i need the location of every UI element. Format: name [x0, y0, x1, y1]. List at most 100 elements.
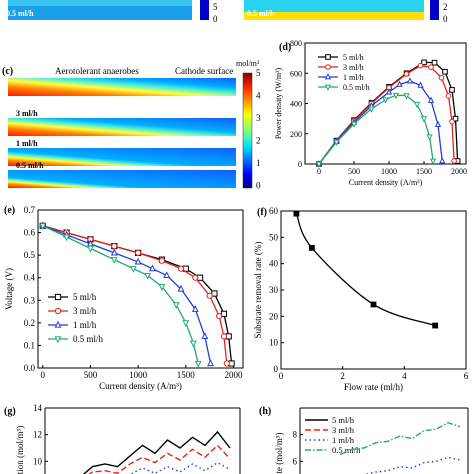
- data-point: [413, 101, 421, 109]
- contour-strip: [8, 170, 236, 188]
- data-point: [315, 161, 323, 168]
- top-tick-left-5: 5: [213, 2, 218, 12]
- y-tick-label: 0: [298, 160, 302, 169]
- plot-frame: [280, 210, 467, 370]
- data-point: [420, 116, 428, 123]
- colorbar-tick: 3: [256, 113, 261, 123]
- x-tick-label: 2000: [224, 370, 243, 380]
- data-point: [216, 312, 223, 320]
- strip-label: 0.5 ml/h: [16, 161, 44, 170]
- data-point: [392, 92, 400, 100]
- x-axis-label: Flow rate (ml/h): [344, 382, 403, 392]
- y-tick-label: 20: [269, 311, 279, 321]
- panel-h: (h) 6 8 ate (mol/m³) 5 ml/h3 ml/h1 ml/h0.5 …: [259, 406, 469, 474]
- data-point: [220, 310, 228, 317]
- x-tick-label: 500: [348, 167, 360, 176]
- top-tick-right-2: 2: [443, 2, 448, 12]
- y-axis-label: ate (mol/m³): [274, 433, 284, 474]
- plot-frame: [37, 209, 244, 369]
- colorbar-tick: 2: [256, 136, 261, 146]
- x-tick-label: 4: [402, 371, 407, 381]
- y-tick-label: 6: [293, 456, 298, 466]
- panel-e: (e) 0 500 1000 1500 2000 0.0 0.1 0.2 0.3 0.4 0.5 0.…: [4, 205, 244, 391]
- y-tick-label: 10: [269, 338, 279, 348]
- y-tick-label: 0.6: [24, 228, 36, 238]
- y-tick-label: 50: [269, 232, 279, 242]
- data-point: [325, 54, 331, 60]
- y-axis-label: Substrate removal rate (%): [253, 242, 263, 339]
- data-point: [324, 73, 332, 80]
- data-point: [191, 305, 199, 312]
- contour-strip: [8, 118, 236, 136]
- data-point: [431, 59, 438, 66]
- top-tick-left-0: 0: [213, 14, 218, 24]
- top-strip-right-label: 0.5 ml/h: [247, 9, 275, 18]
- panel-label-f: (f): [257, 207, 267, 218]
- legend-entry: 0.5 ml/h: [343, 83, 370, 92]
- data-point: [163, 271, 171, 279]
- y-tick-label: 0.0: [24, 363, 36, 373]
- data-point: [293, 210, 300, 217]
- data-point: [451, 158, 457, 164]
- y-tick-label: 0.4: [24, 273, 36, 283]
- series-line: [363, 456, 461, 474]
- y-tick-label: 200: [290, 130, 302, 139]
- data-point: [442, 68, 448, 75]
- x-tick-label: 0: [317, 167, 321, 176]
- y-tick-label: 12: [33, 430, 42, 440]
- top-tick-right-0: 0: [443, 14, 448, 24]
- data-point: [429, 158, 437, 165]
- data-point: [110, 248, 118, 256]
- top-strip: 0.5 ml/h 5 0 0.5 ml/h 2 0: [6, 0, 448, 24]
- contour-strip: [8, 148, 236, 166]
- series-line: [88, 444, 231, 474]
- x-tick-label: 500: [84, 370, 98, 380]
- x-tick-label: 6: [464, 371, 469, 381]
- series-line: [339, 421, 461, 456]
- data-point: [223, 360, 230, 367]
- data-point: [194, 360, 202, 368]
- contour-title-right: Cathode surface: [175, 66, 233, 76]
- x-tick-label: 0: [279, 371, 284, 381]
- series-line: [318, 65, 455, 165]
- y-axis-label: ation (mol/m³): [15, 426, 25, 474]
- legend-entry: 3 ml/h: [332, 425, 355, 435]
- legend-entry: 5 ml/h: [73, 292, 97, 302]
- data-point: [110, 257, 118, 264]
- legend-entry: 0.5 ml/h: [73, 334, 104, 344]
- colorbar-tick: 5: [256, 68, 261, 78]
- data-point: [452, 115, 459, 122]
- data-point: [111, 243, 118, 250]
- series-line: [42, 225, 199, 364]
- data-point: [308, 244, 315, 251]
- data-point: [417, 62, 424, 69]
- x-axis-label: Current density (A/m³): [349, 178, 423, 187]
- data-point: [177, 284, 185, 292]
- data-point: [54, 307, 62, 315]
- y-tick-label: 30: [269, 285, 279, 295]
- data-point: [158, 284, 166, 291]
- data-point: [144, 272, 152, 280]
- panel-label-e: (e): [4, 205, 15, 216]
- y-tick-label: 0.2: [24, 318, 35, 328]
- data-point: [158, 257, 166, 264]
- panel-label-g: (g): [4, 406, 16, 417]
- contour-unit: mol/m³: [236, 59, 260, 68]
- data-point: [370, 301, 377, 308]
- data-point: [63, 234, 71, 242]
- series-line: [42, 225, 228, 364]
- x-tick-label: 0: [41, 370, 46, 380]
- data-point: [434, 120, 442, 128]
- y-axis-label: Power density (W/m³): [274, 68, 283, 140]
- data-point: [382, 97, 389, 104]
- y-axis-label: Voltage (V): [4, 268, 14, 310]
- data-point: [206, 292, 213, 299]
- panel-label-c: (c): [2, 66, 13, 77]
- data-point: [177, 265, 185, 272]
- x-tick-label: 1500: [177, 370, 196, 380]
- y-tick-label: 800: [290, 39, 302, 48]
- data-point: [438, 74, 445, 81]
- data-point: [54, 320, 62, 328]
